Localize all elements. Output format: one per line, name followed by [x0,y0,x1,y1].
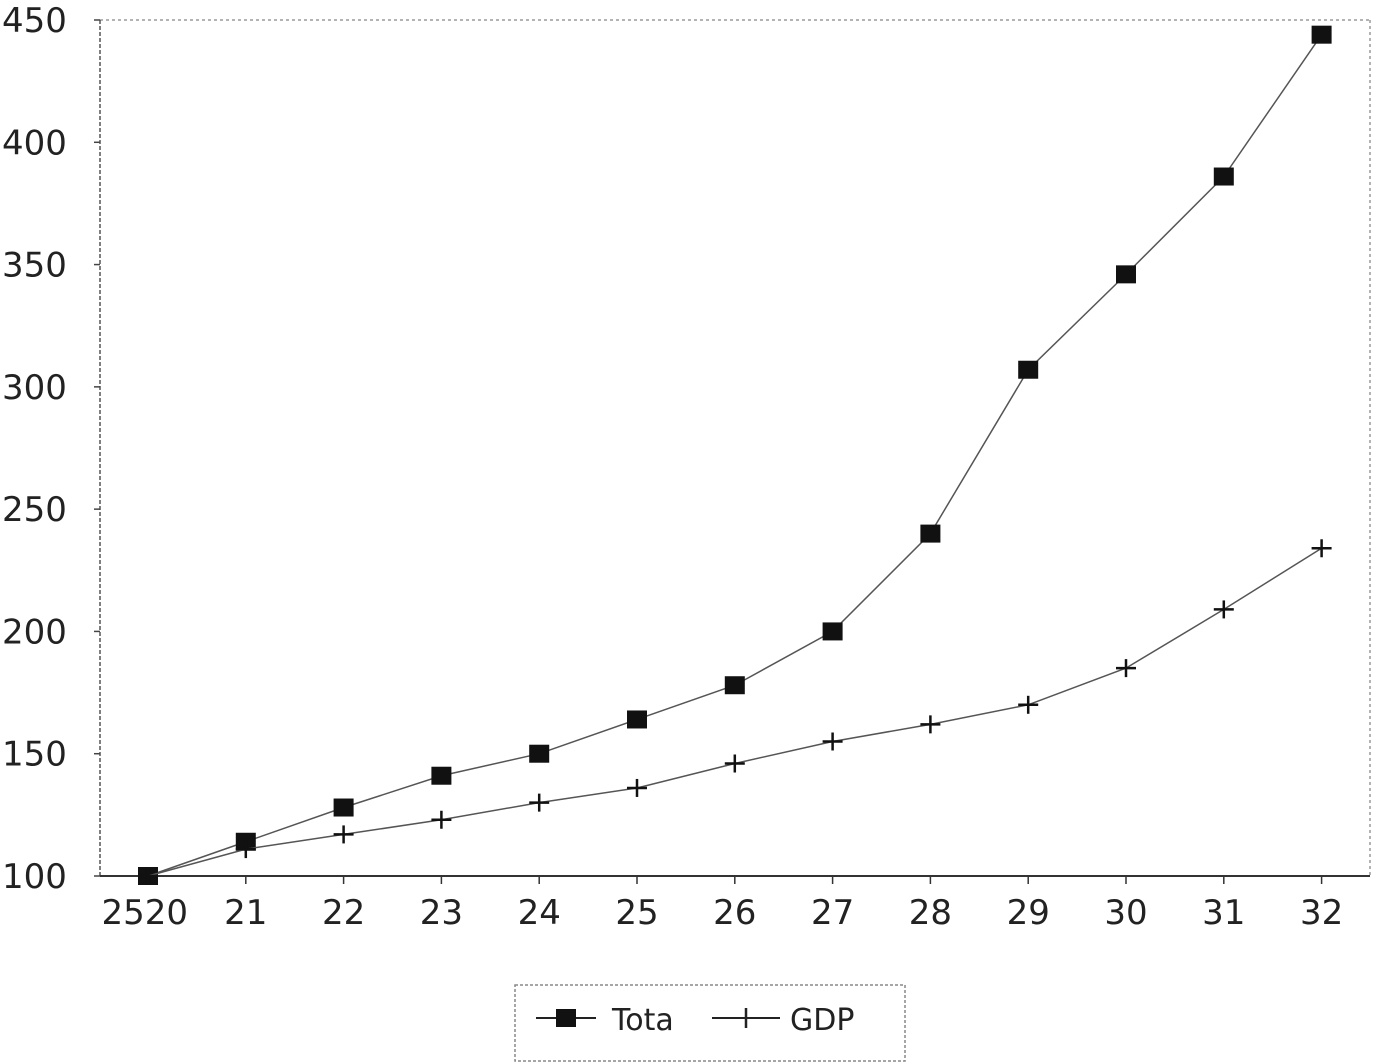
series-layer [138,25,1332,885]
plot-frame [99,19,1371,877]
y-tick-label: 400 [2,123,67,163]
y-tick-label: 350 [2,246,67,286]
x-tick-label: 28 [909,893,952,933]
x-tick-label: 27 [811,893,854,933]
x-tick-label: 31 [1202,893,1245,933]
legend: Tota GDP [514,984,906,1062]
data-point-plus [1116,659,1136,678]
x-tick-label: 25 [615,893,658,933]
x-tick-label: 32 [1300,893,1343,933]
data-point-plus [138,867,158,885]
data-point-square [627,710,647,729]
y-tick-label: 150 [2,735,67,775]
data-point-plus [822,732,843,751]
y-axis: 100 150 200 250 300 350 400 450 [2,1,100,897]
legend-label-tota: Tota [611,1003,674,1038]
data-point-square [920,524,941,543]
x-tick-label: 24 [518,893,561,933]
data-point-square [822,622,843,641]
data-point-square [333,798,354,817]
x-axis: 2520 21 22 23 24 25 26 27 28 29 30 31 32 [101,876,1343,933]
x-tick-label: 23 [420,893,463,933]
y-tick-label: 300 [2,368,67,408]
data-point-plus [431,810,452,829]
legend-box [514,984,906,1062]
x-tick-label: 30 [1104,893,1147,933]
data-point-square [724,676,745,695]
y-tick-label: 450 [2,1,67,41]
y-tick-label: 250 [2,490,67,530]
series-line-gdp [147,547,1322,877]
series-gdp [138,539,1332,885]
data-point-square [529,744,550,763]
data-point-plus [333,825,354,844]
data-point-square [1018,360,1039,379]
x-tick-label: 26 [713,893,756,933]
data-point-plus [235,840,256,859]
data-point-square [1311,25,1332,44]
data-point-plus [1213,600,1234,619]
data-point-plus [724,754,745,773]
x-tick-label: 2520 [101,893,188,933]
series-line-tota [147,34,1323,877]
x-tick-label: 29 [1007,893,1050,933]
data-point-square [431,766,452,785]
data-point-square [1116,265,1136,284]
data-point-plus [920,715,941,734]
y-tick-label: 200 [2,612,67,652]
data-point-plus [1311,539,1332,558]
legend-marker-square [556,1009,576,1027]
x-tick-label: 22 [322,893,365,933]
data-point-plus [1018,695,1039,714]
x-tick-label: 21 [224,893,267,933]
y-tick-label: 100 [2,857,67,897]
data-point-plus [529,793,550,812]
data-point-square [1213,167,1234,186]
data-point-plus [627,778,647,797]
legend-label-gdp: GDP [790,1003,854,1038]
